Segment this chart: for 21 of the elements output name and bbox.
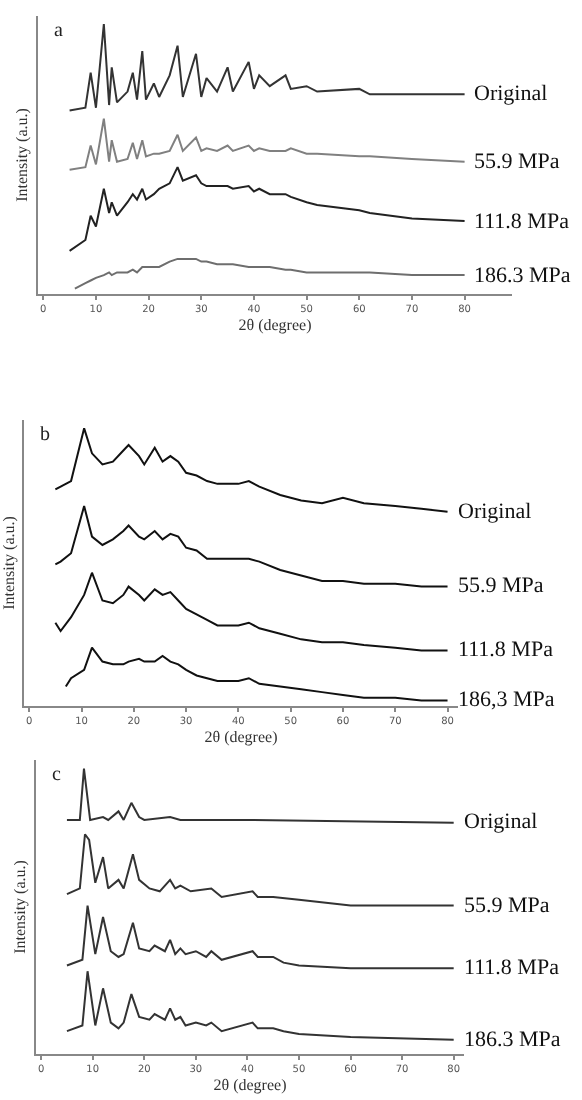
y-axis-title: Intensity (a.u.) [13, 107, 32, 202]
series-label: 111.8 MPa [458, 638, 554, 662]
x-axis-title: 2θ (degree) [238, 316, 313, 335]
annotation: b [40, 424, 50, 446]
x-axis-title: 2θ (degree) [204, 728, 279, 747]
series-label: Original [458, 500, 532, 524]
series-label: 55.9 MPa [474, 150, 560, 174]
series-label: 111.8 MPa [464, 956, 560, 980]
y-axis-title: Intensity (a.u.) [11, 859, 30, 954]
series-label: Original [464, 810, 538, 834]
series-label: 55.9 MPa [464, 894, 550, 918]
annotation: a [54, 20, 64, 42]
series-label: 186.3 MPa [464, 1028, 561, 1052]
y-axis-title: Intensity (a.u.) [0, 515, 18, 610]
series-label: 111.8 MPa [474, 210, 570, 234]
x-axis-title: 2θ (degree) [213, 1076, 288, 1095]
annotation: c [52, 764, 62, 786]
series-label: 186,3 MPa [458, 688, 555, 712]
series-label: Original [474, 82, 548, 106]
series-label: 186.3 MPa [474, 264, 571, 288]
series-label: 55.9 MPa [458, 574, 544, 598]
